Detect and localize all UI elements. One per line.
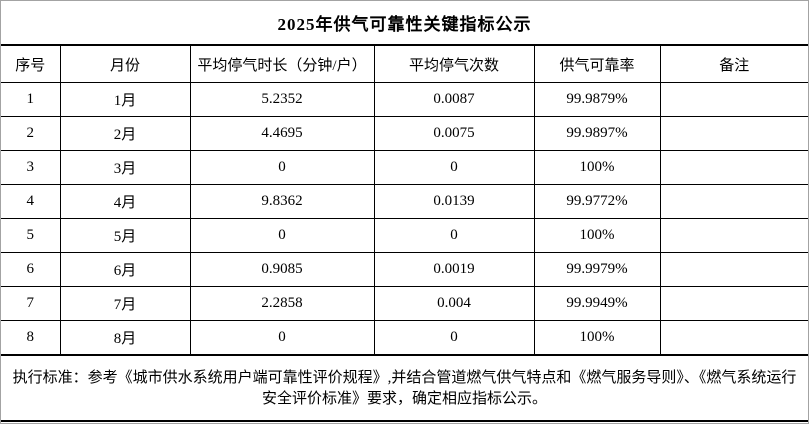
cell-duration: 5.2352 bbox=[189, 82, 375, 117]
cell-remark bbox=[659, 116, 808, 151]
cell-index: 3 bbox=[1, 150, 61, 185]
cell-count: 0.004 bbox=[373, 286, 535, 321]
cell-index: 7 bbox=[1, 286, 61, 321]
column-header-avg-outage-count: 平均停气次数 bbox=[373, 46, 535, 83]
cell-remark bbox=[659, 218, 808, 253]
cell-duration: 0 bbox=[189, 218, 375, 253]
column-header-reliability-rate: 供气可靠率 bbox=[533, 46, 661, 83]
table-row: 7 7月 2.2858 0.004 99.9949% bbox=[1, 286, 808, 321]
cell-count: 0 bbox=[373, 320, 535, 356]
cell-duration: 2.2858 bbox=[189, 286, 375, 321]
table-row: 1 1月 5.2352 0.0087 99.9879% bbox=[1, 82, 808, 117]
table-row: 3 3月 0 0 100% bbox=[1, 150, 808, 185]
cell-duration: 9.8362 bbox=[189, 184, 375, 219]
cell-count: 0 bbox=[373, 150, 535, 185]
column-header-month: 月份 bbox=[59, 46, 191, 83]
cell-rate: 99.9772% bbox=[533, 184, 661, 219]
cell-rate: 99.9897% bbox=[533, 116, 661, 151]
cell-duration: 0 bbox=[189, 320, 375, 356]
cell-rate: 100% bbox=[533, 320, 661, 356]
page-title: 2025年供气可靠性关键指标公示 bbox=[1, 1, 808, 46]
cell-remark bbox=[659, 82, 808, 117]
cell-index: 1 bbox=[1, 82, 61, 117]
cell-rate: 99.9979% bbox=[533, 252, 661, 287]
cell-month: 5月 bbox=[59, 218, 191, 253]
cell-remark bbox=[659, 184, 808, 219]
table-row: 4 4月 9.8362 0.0139 99.9772% bbox=[1, 184, 808, 219]
cell-rate: 100% bbox=[533, 150, 661, 185]
cell-remark bbox=[659, 286, 808, 321]
column-header-remarks: 备注 bbox=[659, 46, 808, 83]
column-header-index: 序号 bbox=[1, 46, 61, 83]
table-row: 5 5月 0 0 100% bbox=[1, 218, 808, 253]
cell-count: 0.0087 bbox=[373, 82, 535, 117]
cell-duration: 0.9085 bbox=[189, 252, 375, 287]
cell-duration: 4.4695 bbox=[189, 116, 375, 151]
cell-month: 3月 bbox=[59, 150, 191, 185]
cell-count: 0.0075 bbox=[373, 116, 535, 151]
footer-note: 执行标准：参考《城市供水系统用户端可靠性评价规程》,并结合管道燃气供气特点和《燃… bbox=[1, 356, 808, 422]
cell-rate: 99.9949% bbox=[533, 286, 661, 321]
cell-index: 5 bbox=[1, 218, 61, 253]
cell-rate: 100% bbox=[533, 218, 661, 253]
table-row: 2 2月 4.4695 0.0075 99.9897% bbox=[1, 116, 808, 151]
table-row: 8 8月 0 0 100% bbox=[1, 320, 808, 356]
cell-month: 4月 bbox=[59, 184, 191, 219]
execution-standard-text: 执行标准：参考《城市供水系统用户端可靠性评价规程》,并结合管道燃气供气特点和《燃… bbox=[12, 369, 797, 407]
cell-month: 7月 bbox=[59, 286, 191, 321]
cell-remark bbox=[659, 252, 808, 287]
cell-index: 6 bbox=[1, 252, 61, 287]
cell-month: 8月 bbox=[59, 320, 191, 356]
cell-month: 1月 bbox=[59, 82, 191, 117]
cell-count: 0.0019 bbox=[373, 252, 535, 287]
table-row: 6 6月 0.9085 0.0019 99.9979% bbox=[1, 252, 808, 287]
column-header-avg-outage-duration: 平均停气时长（分钟/户） bbox=[189, 46, 375, 83]
cell-remark bbox=[659, 320, 808, 356]
cell-month: 6月 bbox=[59, 252, 191, 287]
cell-remark bbox=[659, 150, 808, 185]
cell-rate: 99.9879% bbox=[533, 82, 661, 117]
cell-month: 2月 bbox=[59, 116, 191, 151]
header-row: 序号 月份 平均停气时长（分钟/户） 平均停气次数 供气可靠率 备注 bbox=[1, 46, 808, 83]
cell-duration: 0 bbox=[189, 150, 375, 185]
cell-index: 8 bbox=[1, 320, 61, 356]
cell-count: 0 bbox=[373, 218, 535, 253]
cell-count: 0.0139 bbox=[373, 184, 535, 219]
cell-index: 2 bbox=[1, 116, 61, 151]
indicators-table: 序号 月份 平均停气时长（分钟/户） 平均停气次数 供气可靠率 备注 1 1月 … bbox=[1, 46, 808, 356]
cell-index: 4 bbox=[1, 184, 61, 219]
